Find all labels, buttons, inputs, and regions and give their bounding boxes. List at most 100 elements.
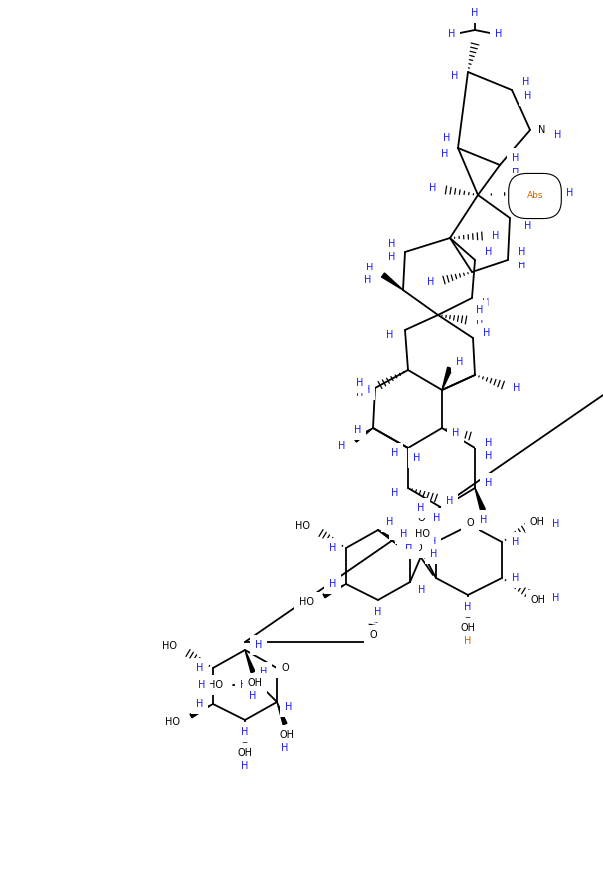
Text: H: H (241, 761, 248, 771)
Text: H: H (518, 260, 525, 270)
Text: H: H (198, 680, 205, 690)
Text: H: H (374, 607, 382, 617)
Text: H: H (365, 263, 373, 273)
Text: H: H (492, 231, 499, 241)
Polygon shape (466, 595, 470, 617)
Text: H: H (512, 165, 519, 175)
Text: H: H (441, 149, 448, 159)
Text: H: H (195, 699, 203, 709)
Text: OH: OH (461, 623, 476, 633)
Text: H: H (513, 383, 520, 393)
Text: O: O (414, 543, 422, 553)
Polygon shape (353, 428, 373, 442)
Text: HO: HO (165, 717, 180, 727)
Text: H: H (482, 298, 490, 308)
Text: H: H (443, 133, 450, 143)
Text: N: N (538, 125, 546, 135)
Text: H: H (522, 207, 529, 217)
Text: H: H (429, 537, 437, 547)
Text: H: H (393, 453, 400, 463)
Text: H: H (552, 519, 560, 529)
Text: H: H (429, 183, 436, 193)
Text: H: H (485, 247, 493, 257)
Polygon shape (323, 584, 346, 598)
Text: H: H (402, 540, 409, 550)
Text: H: H (480, 515, 487, 525)
Text: O: O (369, 630, 377, 640)
Text: H: H (417, 503, 425, 513)
Text: H: H (434, 513, 441, 523)
Text: OH: OH (531, 595, 546, 605)
Text: HO: HO (401, 525, 416, 535)
Text: H: H (405, 541, 412, 551)
Text: H: H (394, 525, 401, 535)
Polygon shape (245, 650, 255, 673)
Polygon shape (442, 368, 452, 390)
Text: H: H (356, 378, 363, 388)
Polygon shape (475, 488, 485, 511)
Text: H: H (386, 517, 393, 527)
Text: H: H (255, 640, 262, 650)
Text: H: H (464, 602, 472, 612)
Text: H: H (329, 543, 336, 553)
Text: H: H (418, 585, 425, 595)
Text: OH: OH (529, 517, 545, 527)
Text: H: H (391, 448, 398, 458)
Text: O: O (281, 663, 289, 673)
Text: H: H (446, 496, 453, 506)
Text: HO: HO (414, 529, 429, 539)
Text: H: H (566, 188, 573, 198)
Text: H: H (338, 441, 345, 451)
Polygon shape (190, 704, 213, 718)
Text: H: H (518, 247, 525, 257)
Text: H: H (512, 573, 519, 583)
Text: H: H (485, 451, 493, 461)
Text: H: H (388, 239, 395, 249)
Text: O: O (466, 518, 474, 528)
Text: H: H (329, 579, 336, 589)
Polygon shape (243, 720, 247, 742)
Text: H: H (552, 593, 560, 603)
Text: H: H (485, 478, 493, 488)
Text: HO: HO (208, 680, 223, 690)
Text: H: H (364, 275, 371, 285)
Text: H: H (427, 277, 434, 287)
Text: OH: OH (280, 730, 294, 740)
Text: H: H (456, 357, 463, 367)
Text: H: H (483, 328, 490, 338)
Text: H: H (285, 702, 292, 712)
Text: H: H (260, 667, 267, 677)
Text: HO: HO (295, 521, 310, 531)
Text: H: H (391, 488, 398, 498)
Text: H: H (476, 305, 484, 315)
Text: H: H (413, 453, 420, 463)
Polygon shape (277, 702, 287, 724)
Text: H: H (421, 581, 428, 591)
Text: H: H (241, 727, 248, 737)
Text: HO: HO (162, 641, 177, 651)
Text: HO: HO (299, 597, 314, 607)
Polygon shape (382, 273, 403, 290)
Text: H: H (400, 529, 407, 539)
Text: H: H (362, 385, 370, 395)
Text: OH: OH (238, 748, 253, 758)
Text: H: H (447, 29, 455, 39)
Text: H: H (430, 549, 437, 559)
Text: H: H (524, 91, 531, 101)
Text: H: H (495, 29, 502, 39)
Text: H: H (472, 8, 479, 18)
Text: H: H (195, 663, 203, 673)
Text: H: H (249, 691, 257, 701)
Text: Abs: Abs (527, 192, 543, 201)
Text: H: H (239, 680, 247, 690)
Text: H: H (485, 438, 493, 448)
Text: O: O (417, 513, 425, 523)
Text: H: H (554, 130, 561, 140)
Text: H: H (353, 425, 361, 435)
Text: O: O (406, 544, 414, 554)
Text: H: H (522, 77, 529, 87)
Text: H: H (512, 537, 519, 547)
Text: H: H (464, 636, 472, 646)
Text: H: H (282, 743, 289, 753)
Text: OH: OH (247, 678, 262, 688)
